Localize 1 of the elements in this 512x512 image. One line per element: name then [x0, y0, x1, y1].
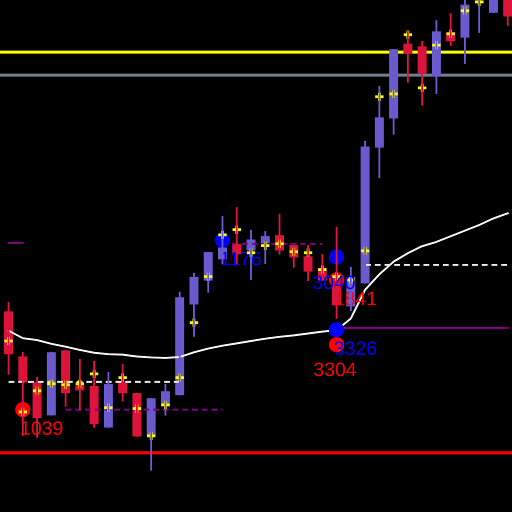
annotation: 3304 [314, 362, 356, 376]
